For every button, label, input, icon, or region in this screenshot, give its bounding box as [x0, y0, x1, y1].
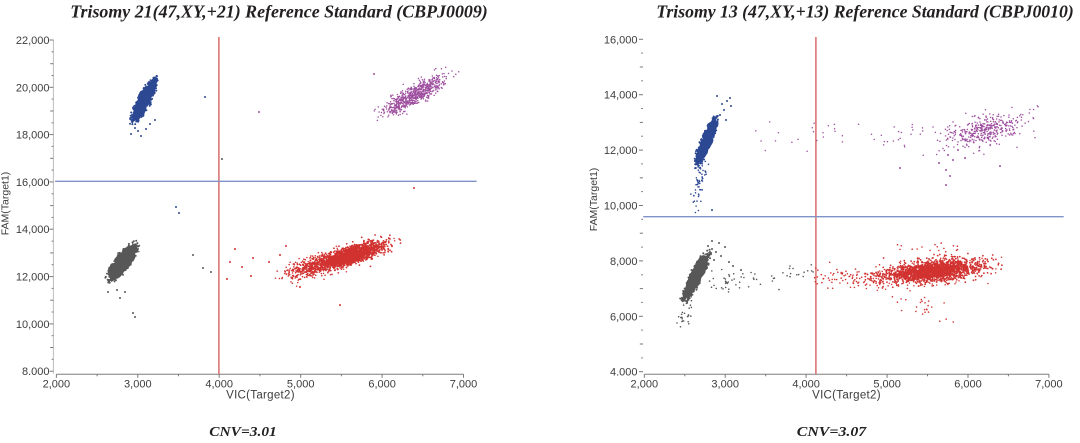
svg-text:8.000: 8.000: [22, 366, 50, 378]
svg-text:7,000: 7,000: [450, 379, 478, 391]
svg-text:4.000: 4.000: [610, 367, 638, 379]
svg-text:6,000: 6,000: [954, 379, 982, 391]
svg-text:12,000: 12,000: [604, 145, 638, 157]
svg-text:FAM(Target1): FAM(Target1): [588, 168, 600, 232]
svg-text:18,000: 18,000: [16, 130, 50, 142]
svg-text:6,000: 6,000: [368, 379, 396, 391]
svg-text:10,000: 10,000: [604, 201, 638, 213]
svg-text:16,000: 16,000: [16, 177, 50, 189]
svg-text:CNV=3.01: CNV=3.01: [209, 425, 277, 440]
svg-text:3,000: 3,000: [711, 379, 739, 391]
svg-text:4,000: 4,000: [205, 379, 233, 391]
svg-text:5,000: 5,000: [873, 379, 901, 391]
svg-text:20,000: 20,000: [16, 82, 50, 94]
svg-text:5,000: 5,000: [287, 379, 315, 391]
svg-text:12,000: 12,000: [16, 272, 50, 284]
svg-text:14,000: 14,000: [16, 224, 50, 236]
svg-text:VIC(Target2): VIC(Target2): [812, 390, 881, 402]
svg-text:8,000: 8,000: [610, 256, 638, 268]
svg-text:7,000: 7,000: [1035, 379, 1063, 391]
svg-text:FAM(Target1): FAM(Target1): [0, 172, 12, 236]
svg-text:Trisomy 21(47,XY,+21) Referenc: Trisomy 21(47,XY,+21) Reference Standard…: [70, 2, 488, 23]
svg-text:3,000: 3,000: [124, 379, 152, 391]
svg-text:16,000: 16,000: [604, 34, 638, 46]
svg-text:22,000: 22,000: [16, 35, 50, 47]
svg-text:10,000: 10,000: [16, 319, 50, 331]
svg-text:4,000: 4,000: [792, 379, 820, 391]
svg-text:VIC(Target2): VIC(Target2): [226, 390, 295, 402]
svg-text:2,000: 2,000: [43, 379, 71, 391]
svg-text:14,000: 14,000: [604, 90, 638, 102]
svg-text:6,000: 6,000: [610, 311, 638, 323]
svg-text:2,000: 2,000: [631, 379, 659, 391]
